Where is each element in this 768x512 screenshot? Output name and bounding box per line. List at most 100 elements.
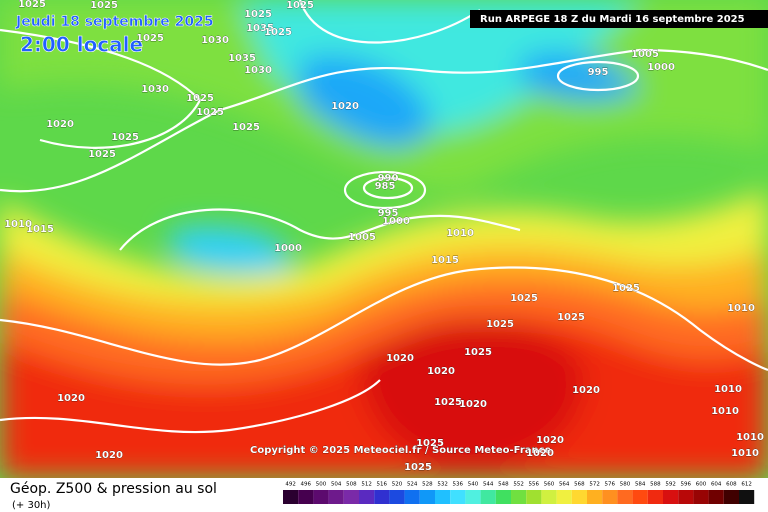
scale-swatch [343,490,359,504]
isobar-label: 1025 [18,0,46,10]
isobar-label: 1025 [111,132,139,143]
scale-swatch [602,490,618,504]
scale-label: 576 [605,482,616,488]
isobar-label: 1010 [4,219,32,230]
isobar-label: 995 [378,208,399,219]
scale-label: 600 [696,482,707,488]
isobar-label: 1020 [331,101,359,112]
scale-label: 552 [513,482,524,488]
isobar-label: 1005 [348,232,376,243]
isobar-label: 1025 [90,0,118,11]
isobar-label: 1020 [459,399,487,410]
scale-swatch [693,490,709,504]
date: Jeudi 18 septembre 2025 [15,14,214,30]
scale-swatch [359,490,375,504]
isobar-label: 1010 [736,432,764,443]
scale-swatch [389,490,405,504]
scale-swatch [541,490,557,504]
scale-swatch [708,490,724,504]
scale-swatch [526,490,542,504]
scale-label: 560 [544,482,555,488]
isobar-label: 1025 [612,283,640,294]
scale-label: 500 [316,482,327,488]
scale-swatch [419,490,435,504]
scale-swatch [663,490,679,504]
field [0,0,768,478]
copyright: Copyright © 2025 Meteociel.fr / Source M… [250,445,552,456]
footer-lead: (+ 30h) [12,500,51,511]
isobar-label: 1030 [141,84,169,95]
scale-swatch [374,490,390,504]
scale-label: 548 [498,482,509,488]
scale-label: 556 [529,482,540,488]
scale-label: 496 [301,482,312,488]
scale-swatch [739,490,755,504]
scale-label: 524 [407,482,418,488]
scale-label: 532 [437,482,448,488]
isobar-label: 1035 [228,53,256,64]
scale-label: 608 [726,482,737,488]
scale-swatch [723,490,739,504]
scale-label: 568 [574,482,585,488]
scale-label: 612 [741,482,752,488]
isobar-label: 1020 [536,435,564,446]
scale-swatch [450,490,466,504]
isobar-label: 1000 [647,62,675,73]
isobar-label: 1025 [404,462,432,473]
isobar-label: 1035 [246,23,274,34]
isobar-label: 1010 [714,384,742,395]
scale-swatch [404,490,420,504]
isobar-label: 1020 [57,393,85,404]
scale-swatch [495,490,511,504]
isobar-label: 1025 [244,9,272,20]
scale-label: 512 [361,482,372,488]
isobar-label: 1020 [427,366,455,377]
scale-label: 508 [346,482,357,488]
isobar-label: 1010 [727,303,755,314]
scale-swatch [678,490,694,504]
scale-label: 536 [453,482,464,488]
scale-swatch [556,490,572,504]
isobar-label: 1000 [382,216,410,227]
isobar-label: 990 [378,173,399,184]
isobar-label: 1020 [386,353,414,364]
scale-swatch [298,490,314,504]
isobar-label: 1025 [88,149,116,160]
scale-swatch [571,490,587,504]
isobar-label: 1010 [711,406,739,417]
scale-label: 592 [665,482,676,488]
scale-swatch [617,490,633,504]
scale-swatch [283,490,299,504]
scale-label: 596 [681,482,692,488]
isobar-label: 1010 [446,228,474,239]
isobar-label: 1025 [186,93,214,104]
scale-label: 528 [422,482,433,488]
scale-label: 492 [285,482,296,488]
run-box [470,10,768,28]
isobar-label: 1025 [416,438,444,449]
isobar-label: 1025 [136,33,164,44]
scale-label: 564 [559,482,570,488]
isobar-label: 1030 [201,35,229,46]
scale-swatch [328,490,344,504]
scale-label: 580 [620,482,631,488]
run-info: Run ARPEGE 18 Z du Mardi 16 septembre 20… [480,14,745,25]
isobar-label: 1015 [26,224,54,235]
isobar-label: 1020 [572,385,600,396]
scale-swatch [587,490,603,504]
scale-swatch [480,490,496,504]
isobar-label: 1025 [264,27,292,38]
isobar-label: 1025 [232,122,260,133]
isobar-label: 1030 [244,65,272,76]
footer-title: Géop. Z500 & pression au sol [10,481,217,497]
scale-label: 540 [468,482,479,488]
isobar-label: 985 [375,181,396,192]
scale-label: 584 [635,482,646,488]
isobar-label: 1005 [631,49,659,60]
scale-swatch [632,490,648,504]
scale-label: 544 [483,482,494,488]
isobar-label: 1025 [464,347,492,358]
isobar-label: 1025 [286,0,314,11]
scale-swatch [647,490,663,504]
isobar-label: 1025 [557,312,585,323]
